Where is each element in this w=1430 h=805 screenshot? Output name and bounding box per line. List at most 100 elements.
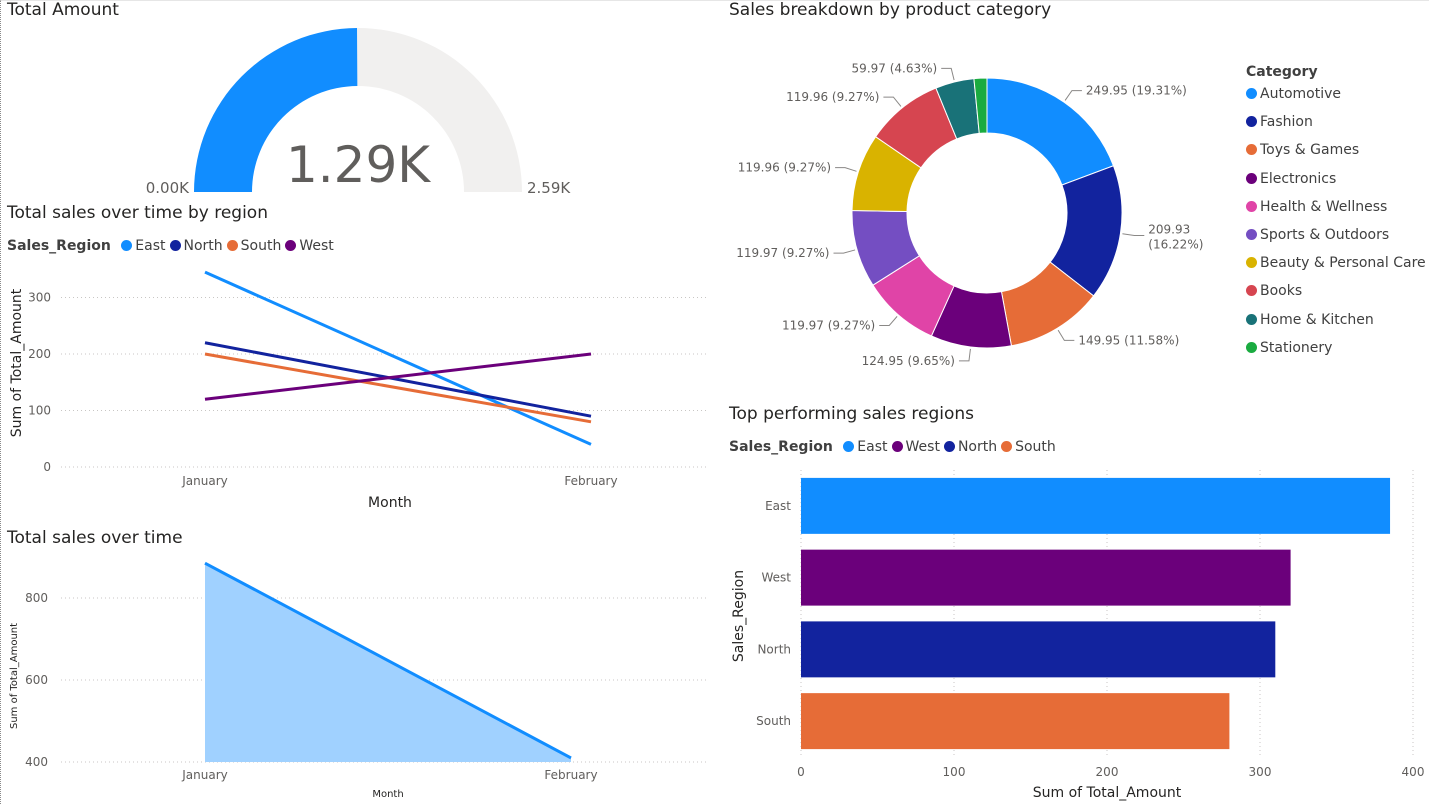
y-tick-label: 400 — [25, 755, 48, 769]
donut-leader-line — [833, 249, 856, 254]
gauge-visual[interactable]: Total Amount 1.29K 0.00K 2.59K — [7, 0, 707, 200]
donut-data-label: 119.96 (9.27%) — [786, 90, 879, 104]
legend-item-toys-games[interactable]: Toys & Games — [1246, 142, 1359, 158]
legend-item-books[interactable]: Books — [1246, 283, 1302, 299]
legend-item-automotive[interactable]: Automotive — [1246, 86, 1341, 102]
legend-item-east[interactable]: East — [121, 238, 166, 254]
bar-chart-visual[interactable]: Top performing sales regions Sales_Regio… — [729, 404, 1429, 804]
x-tick-label: January — [181, 474, 228, 488]
donut-leader-line — [958, 348, 971, 362]
donut-legend-title: Category — [1246, 64, 1318, 80]
y-axis-label: Sum of Total_Amount — [9, 288, 25, 437]
legend-item-fashion[interactable]: Fashion — [1246, 114, 1313, 130]
legend-item-electronics[interactable]: Electronics — [1246, 171, 1336, 187]
gauge-fill — [194, 28, 358, 192]
y-tick-label: 600 — [25, 673, 48, 687]
x-axis-label: Sum of Total_Amount — [1033, 785, 1182, 801]
x-tick-label: February — [544, 768, 597, 782]
donut-slice-stationery — [973, 77, 988, 134]
line-chart-visual[interactable]: Total sales over time by region Sales_Re… — [7, 203, 707, 513]
donut-leader-line — [1064, 90, 1082, 101]
legend-label: Toys & Games — [1260, 142, 1360, 159]
line-chart-legend[interactable]: Sales_Region East North South West — [7, 238, 338, 254]
legend-dot — [121, 240, 133, 251]
legend-item-stationery[interactable]: Stationery — [1246, 340, 1332, 356]
legend-label: South — [240, 238, 282, 254]
y-axis-label: Sales_Region — [731, 570, 747, 662]
line-series-west — [204, 352, 592, 401]
legend-item-health-wellness[interactable]: Health & Wellness — [1246, 199, 1387, 215]
y-tick-label: 800 — [25, 591, 48, 605]
area-chart-visual[interactable]: Total sales over time 400 600 800 January Fe… — [7, 528, 707, 803]
bar-north — [801, 621, 1276, 678]
gauge-min-label: 0.00K — [146, 179, 190, 197]
legend-dot — [1246, 116, 1257, 128]
legend-label: West — [299, 238, 334, 254]
y-tick-label: South — [756, 714, 791, 728]
legend-item-home-kitchen[interactable]: Home & Kitchen — [1246, 312, 1374, 328]
legend-label: North — [957, 439, 998, 455]
y-tick-label: North — [757, 642, 791, 656]
donut-legend[interactable]: Category Automotive Fashion Toys & Games El… — [1246, 64, 1430, 368]
legend-label: Sports & Outdoors — [1260, 226, 1390, 243]
legend-dot — [943, 441, 955, 452]
bar-west — [801, 549, 1291, 606]
donut-leader-line — [879, 316, 898, 326]
legend-label: Health & Wellness — [1260, 198, 1388, 215]
line-legend-title: Sales_Region — [7, 238, 111, 254]
x-tick-label: February — [564, 474, 617, 488]
legend-item-sports-outdoors[interactable]: Sports & Outdoors — [1246, 227, 1389, 243]
donut-data-label: 249.95 (19.31%) — [1086, 84, 1187, 98]
gauge-svg: 1.29K 0.00K 2.59K — [146, 27, 571, 197]
donut-leader-line — [835, 167, 857, 172]
legend-label: East — [135, 238, 166, 254]
y-tick-label: 200 — [28, 347, 51, 361]
line-chart-title: Total sales over time by region — [7, 203, 268, 223]
y-tick-label: 300 — [28, 291, 51, 305]
legend-dot — [1246, 257, 1257, 269]
area-line — [204, 561, 572, 760]
x-tick-label: 400 — [1402, 765, 1425, 779]
legend-dot — [1246, 341, 1257, 353]
legend-item-beauty-personal-care[interactable]: Beauty & Personal Care — [1246, 255, 1426, 271]
x-tick-label: 0 — [797, 765, 805, 779]
gauge-title: Total Amount — [7, 0, 119, 20]
donut-chart-title: Sales breakdown by product category — [729, 0, 1052, 20]
legend-item-west[interactable]: West — [891, 439, 940, 455]
legend-dot — [891, 441, 903, 452]
legend-item-south[interactable]: South — [1001, 439, 1056, 455]
donut-leader-line — [1122, 233, 1145, 237]
legend-label: Fashion — [1260, 114, 1313, 131]
legend-item-south[interactable]: South — [226, 238, 282, 254]
x-tick-label: 100 — [943, 765, 966, 779]
legend-label: South — [1015, 439, 1056, 455]
legend-dot — [226, 240, 238, 251]
line-chart-svg: 0 100 200 300 January February Month Sum of Tot… — [9, 270, 707, 511]
legend-item-west[interactable]: West — [285, 238, 334, 254]
bar-chart-title: Top performing sales regions — [729, 404, 974, 424]
bar-south — [801, 693, 1230, 750]
legend-dot — [169, 240, 181, 251]
legend-label: North — [183, 238, 223, 254]
legend-dot — [1246, 144, 1257, 156]
donut-data-label: 59.97 (4.63%) — [852, 61, 938, 75]
x-tick-label: January — [181, 768, 228, 782]
legend-dot — [1246, 200, 1257, 212]
legend-item-east[interactable]: East — [843, 439, 888, 455]
donut-data-label: 209.93 (16.22%) — [1148, 223, 1203, 252]
bar-chart-legend[interactable]: Sales_Region East West North South — [729, 439, 1060, 455]
legend-item-north[interactable]: North — [169, 238, 223, 254]
donut-chart-visual[interactable]: Sales breakdown by product category 249.… — [729, 0, 1429, 395]
legend-item-north[interactable]: North — [943, 439, 998, 455]
y-tick-label: 0 — [43, 460, 51, 474]
donut-leader-line — [883, 96, 902, 107]
legend-label: West — [905, 439, 940, 455]
legend-label: Books — [1260, 283, 1303, 300]
gauge-track — [357, 27, 522, 192]
gauge-max-label: 2.59K — [527, 179, 571, 197]
area-chart-title: Total sales over time — [7, 528, 183, 548]
legend-dot — [1246, 313, 1257, 325]
x-axis-label: Month — [372, 789, 403, 800]
bar-legend-title: Sales_Region — [729, 439, 833, 455]
legend-dot — [1246, 88, 1257, 99]
